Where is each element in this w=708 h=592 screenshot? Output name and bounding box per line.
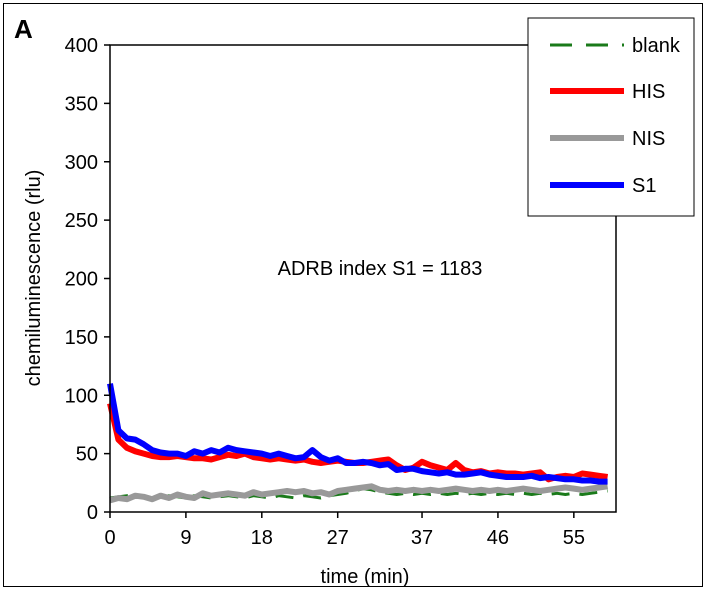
x-tick-label: 37 — [411, 527, 433, 549]
series-layer — [107, 383, 609, 504]
y-tick-label: 400 — [65, 35, 98, 57]
y-tick-label: 350 — [65, 93, 98, 115]
series-line-s1 — [107, 383, 608, 485]
x-tick-label: 18 — [251, 527, 273, 549]
x-tick-label: 9 — [180, 527, 191, 549]
x-axis: 0 9 18 27 37 46 55 — [104, 512, 585, 549]
x-axis-title: time (min) — [321, 566, 410, 588]
panel-label: A — [14, 14, 33, 44]
x-tick-label: 27 — [327, 527, 349, 549]
y-axis-title: chemiluminescence (rlu) — [23, 170, 45, 387]
y-tick-label: 50 — [76, 444, 98, 466]
y-tick-label: 0 — [87, 502, 98, 524]
legend-label-nis: NIS — [632, 128, 665, 150]
y-axis: 0 50 100 150 200 250 300 350 400 — [65, 35, 110, 524]
y-tick-label: 300 — [65, 152, 98, 174]
series-line-nis — [109, 483, 609, 504]
legend: blank HIS NIS S1 — [527, 17, 695, 217]
x-tick-label: 46 — [487, 527, 509, 549]
y-tick-label: 150 — [65, 327, 98, 349]
legend-label-s1: S1 — [632, 175, 656, 197]
y-tick-label: 100 — [65, 385, 98, 407]
y-tick-label: 250 — [65, 210, 98, 232]
legend-label-blank: blank — [632, 35, 681, 57]
y-tick-label: 200 — [65, 269, 98, 291]
index-annotation: ADRB index S1 = 1183 — [278, 258, 483, 280]
series-line-his — [107, 402, 609, 483]
x-tick-label: 55 — [563, 527, 585, 549]
panel-frame — [3, 3, 703, 587]
legend-label-his: HIS — [632, 81, 665, 103]
x-tick-label: 0 — [104, 527, 115, 549]
